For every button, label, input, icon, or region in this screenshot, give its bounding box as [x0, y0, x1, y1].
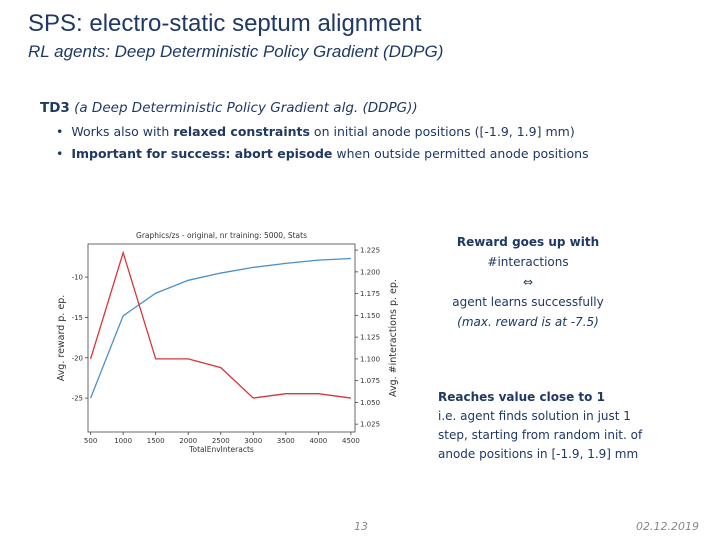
- data-line: [89, 250, 351, 399]
- bullet: • Important for success: abort episode w…: [56, 146, 589, 161]
- y-tick-label: -20: [72, 354, 83, 362]
- bullet-text: Important for success:: [71, 146, 235, 161]
- slide-subtitle: RL agents: Deep Deterministic Policy Gra…: [28, 42, 444, 61]
- note-line: step, starting from random init. of: [438, 428, 643, 442]
- note-line: agent learns successfully: [452, 295, 604, 309]
- data-line: [89, 257, 351, 399]
- bullet-dot: •: [56, 124, 72, 139]
- x-tick-label: 3000: [244, 437, 262, 445]
- y2-tick-label: 1.100: [360, 355, 380, 363]
- y-axis-label: Avg. reward p. ep.: [56, 295, 67, 382]
- x-tick-label: 1000: [114, 437, 132, 445]
- chart-title: Graphics/zs - original, nr training: 500…: [136, 231, 307, 240]
- y-tick-label: -25: [72, 395, 83, 403]
- note-line: ⇔: [522, 275, 534, 289]
- bullet-text: Works also with: [71, 124, 174, 139]
- y-tick-label: -15: [72, 314, 83, 322]
- bullet-text: on initial anode positions ([-1.9, 1.9] …: [309, 124, 575, 139]
- note-line: Reaches value close to 1: [438, 390, 605, 404]
- x-tick-label: 4500: [342, 437, 360, 445]
- page-number: 13: [354, 520, 368, 533]
- y-tick-label: -10: [72, 274, 83, 282]
- y2-tick-label: 1.225: [360, 247, 380, 255]
- y2-axis-label: Avg. #interactions p. ep.: [388, 279, 399, 397]
- bullet: • Works also with relaxed constraints on…: [56, 124, 575, 139]
- date: 02.12.2019: [636, 520, 699, 533]
- x-tick-label: 2000: [179, 437, 197, 445]
- y2-tick-label: 1.150: [360, 312, 380, 320]
- heading-rest: (a Deep Deterministic Policy Gradient al…: [69, 100, 418, 116]
- y2-tick-label: 1.075: [360, 377, 380, 385]
- x-tick-label: 3500: [277, 437, 295, 445]
- heading: TD3 (a Deep Deterministic Policy Gradien…: [40, 100, 418, 116]
- note-line: (max. reward is at -7.5): [457, 315, 599, 329]
- bullet-dot: •: [56, 146, 72, 161]
- slide-title: SPS: electro-static septum alignment: [28, 10, 422, 37]
- x-axis-label: TotalEnvInteracts: [188, 445, 254, 454]
- note-line: #interactions: [487, 255, 569, 269]
- bullet-text: relaxed constraints: [173, 124, 310, 139]
- y2-tick-label: 1.175: [360, 290, 380, 298]
- y2-tick-label: 1.050: [360, 399, 380, 407]
- note-line: Reward goes up with: [456, 235, 600, 249]
- bullet-text: abort episode: [234, 146, 333, 161]
- note-line: i.e. agent finds solution in just 1: [438, 409, 631, 423]
- y2-tick-label: 1.025: [360, 421, 380, 429]
- plot-frame: [87, 243, 356, 433]
- heading-bold: TD3: [40, 100, 70, 116]
- x-tick-label: 2500: [212, 437, 230, 445]
- y2-tick-label: 1.200: [360, 268, 380, 276]
- bullet-text: when outside permitted anode positions: [332, 146, 589, 161]
- x-tick-label: 500: [84, 437, 97, 445]
- x-tick-label: 1500: [147, 437, 165, 445]
- x-tick-label: 4000: [309, 437, 327, 445]
- note-line: anode positions in [-1.9, 1.9] mm: [438, 447, 639, 461]
- y2-tick-label: 1.125: [360, 334, 380, 342]
